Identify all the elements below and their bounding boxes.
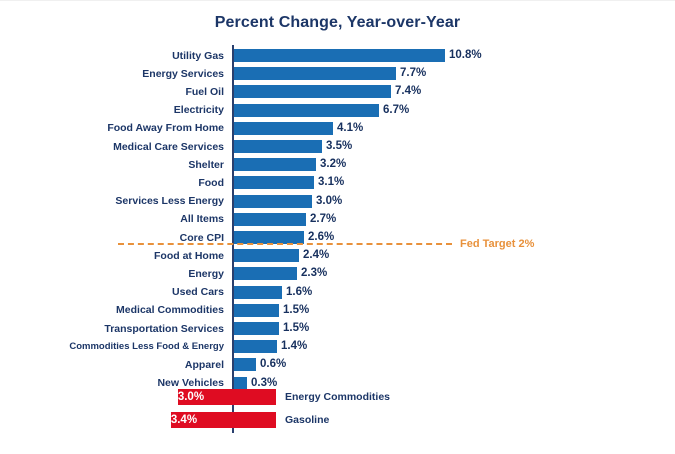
category-label: Medical Care Services — [113, 140, 224, 153]
category-label: Medical Commodities — [116, 304, 224, 317]
positive-bar — [234, 303, 279, 317]
positive-bar — [234, 103, 379, 117]
category-label: Food — [198, 176, 224, 189]
positive-bar — [234, 249, 299, 263]
category-label: Transportation Services — [104, 322, 224, 335]
value-label: 1.5% — [283, 322, 310, 334]
positive-bar — [234, 85, 391, 99]
value-label: 10.8% — [449, 49, 482, 61]
positive-bar — [234, 194, 312, 208]
value-label: 2.7% — [310, 212, 337, 225]
negative-value-label: -3.4% — [167, 414, 198, 426]
zero-axis-line — [232, 45, 234, 433]
positive-bar — [234, 140, 322, 153]
value-label: 2.6% — [308, 231, 335, 243]
value-label: 1.5% — [283, 303, 310, 316]
positive-bar — [234, 121, 333, 135]
value-label: 3.0% — [316, 194, 343, 207]
value-label: 7.7% — [400, 67, 427, 80]
value-label: 2.4% — [303, 249, 330, 262]
value-label: 0.6% — [260, 358, 287, 371]
category-label: Electricity — [173, 104, 224, 117]
positive-bar — [234, 322, 279, 335]
positive-bar — [234, 212, 306, 226]
positive-bar — [234, 231, 304, 244]
positive-bar — [234, 67, 396, 81]
positive-bar — [234, 49, 445, 62]
positive-bar — [234, 376, 247, 390]
value-label: 1.4% — [281, 340, 308, 353]
chart-title: Percent Change, Year-over-Year — [214, 14, 461, 31]
negative-bar: -3.4% — [167, 412, 276, 428]
value-label: 0.3% — [251, 376, 278, 389]
category-label: Food at Home — [154, 249, 224, 262]
category-label: Shelter — [188, 158, 224, 171]
fed-target-dashed-line — [118, 243, 452, 245]
category-label: Energy — [188, 267, 224, 280]
value-label: 2.3% — [301, 267, 328, 280]
negative-category-label: Energy Commodities — [285, 391, 391, 403]
positive-bar — [234, 158, 316, 172]
negative-bar: -3.0% — [174, 389, 276, 405]
positive-bar — [234, 267, 297, 281]
value-label: 4.1% — [337, 121, 364, 134]
category-label: Services Less Energy — [115, 195, 224, 208]
value-label: 1.6% — [286, 285, 313, 298]
category-label: Commodities Less Food & Energy — [69, 340, 224, 352]
positive-bar — [234, 358, 256, 372]
category-label: Fuel Oil — [185, 85, 224, 98]
category-label: Used Cars — [172, 286, 224, 299]
value-label: 7.4% — [395, 85, 422, 98]
negative-value-label: -3.0% — [174, 391, 205, 403]
category-label: Energy Services — [142, 67, 224, 80]
positive-bar — [234, 285, 282, 299]
category-label: Core CPI — [179, 231, 224, 244]
positive-bar — [234, 176, 314, 190]
category-label: Utility Gas — [172, 49, 224, 62]
value-label: 3.5% — [326, 140, 353, 152]
category-label: Food Away From Home — [107, 122, 224, 135]
category-label: All Items — [180, 213, 224, 226]
fed-target-label: Fed Target 2% — [460, 238, 535, 250]
negative-category-label: Gasoline — [285, 414, 330, 426]
value-label: 3.1% — [318, 176, 345, 189]
category-label: New Vehicles — [157, 377, 224, 390]
value-label: 3.2% — [320, 158, 347, 171]
category-label: Apparel — [184, 358, 224, 371]
positive-bar — [234, 340, 277, 354]
value-label: 6.7% — [383, 103, 410, 116]
